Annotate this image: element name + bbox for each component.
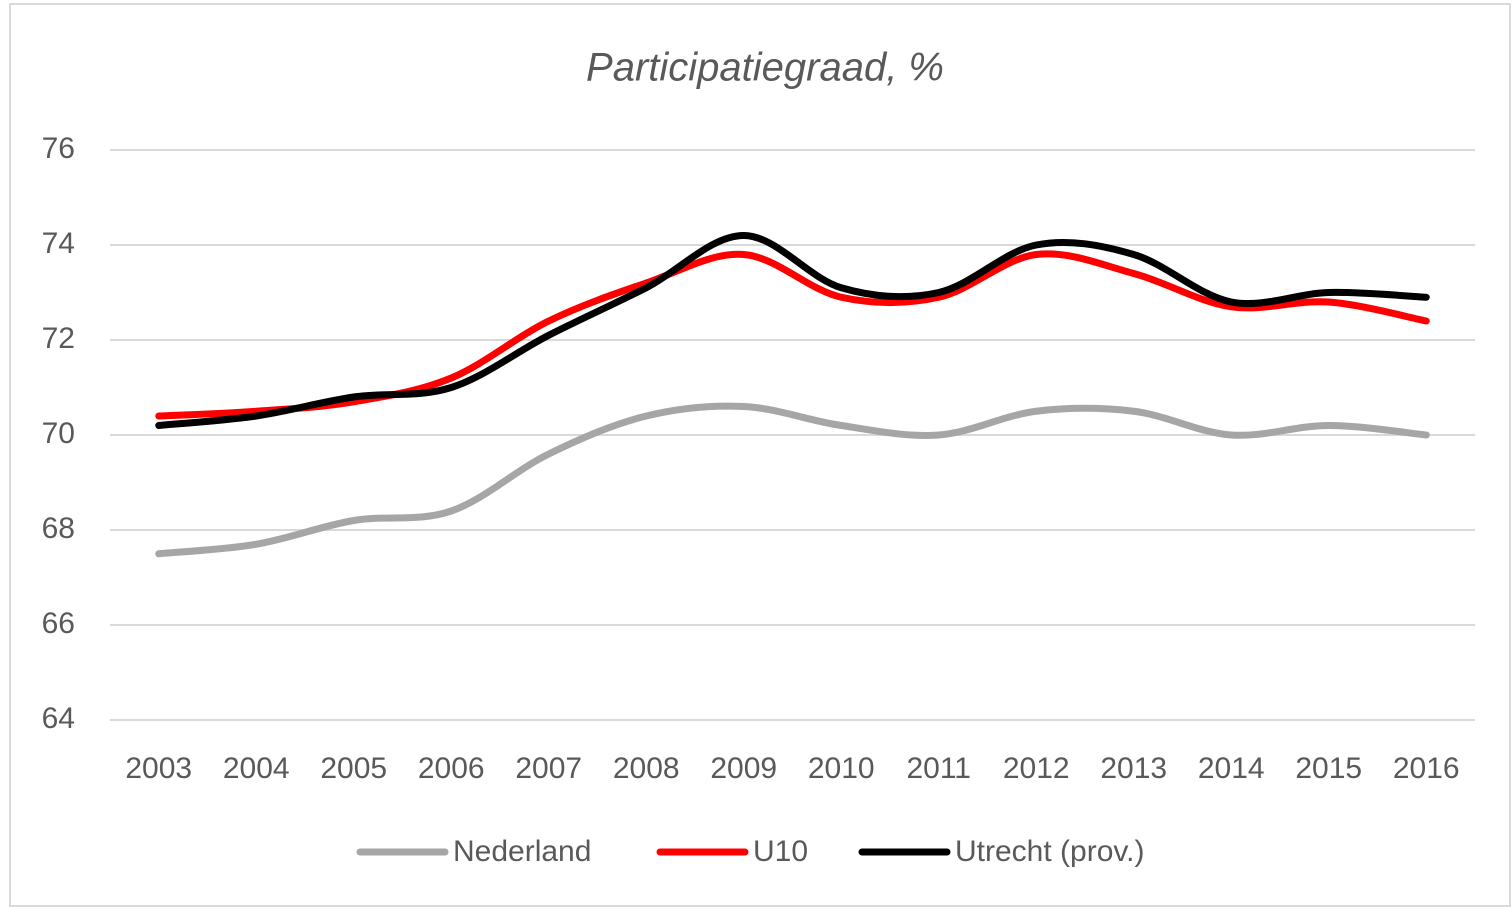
line-series (155, 402, 1430, 558)
x-tick-label: 2012 (1003, 752, 1070, 785)
x-tick-label: 2005 (320, 752, 387, 785)
legend-label: U10 (753, 835, 808, 868)
x-tick-label: 2016 (1393, 752, 1460, 785)
x-tick-label: 2006 (418, 752, 485, 785)
x-tick-label: 2010 (808, 752, 875, 785)
x-tick-label: 2015 (1295, 752, 1362, 785)
y-tick-label: 64 (42, 702, 75, 735)
y-tick-label: 76 (42, 132, 75, 165)
line-series (155, 232, 1430, 429)
x-tick-label: 2014 (1198, 752, 1265, 785)
y-tick-label: 72 (42, 322, 75, 355)
y-tick-label: 66 (42, 607, 75, 640)
x-tick-label: 2011 (906, 752, 971, 785)
y-tick-label: 68 (42, 512, 75, 545)
x-tick-label: 2003 (125, 752, 192, 785)
x-tick-label: 2008 (613, 752, 680, 785)
chart-title: Participatiegraad, % (586, 46, 944, 90)
legend-label: Nederland (453, 835, 591, 868)
x-tick-label: 2004 (223, 752, 290, 785)
x-tick-label: 2013 (1100, 752, 1167, 785)
x-tick-label: 2009 (710, 752, 777, 785)
legend-label: Utrecht (prov.) (955, 835, 1144, 868)
y-tick-label: 74 (42, 227, 75, 260)
x-tick-label: 2007 (515, 752, 582, 785)
y-tick-label: 70 (42, 417, 75, 450)
chart-border (9, 3, 1511, 907)
